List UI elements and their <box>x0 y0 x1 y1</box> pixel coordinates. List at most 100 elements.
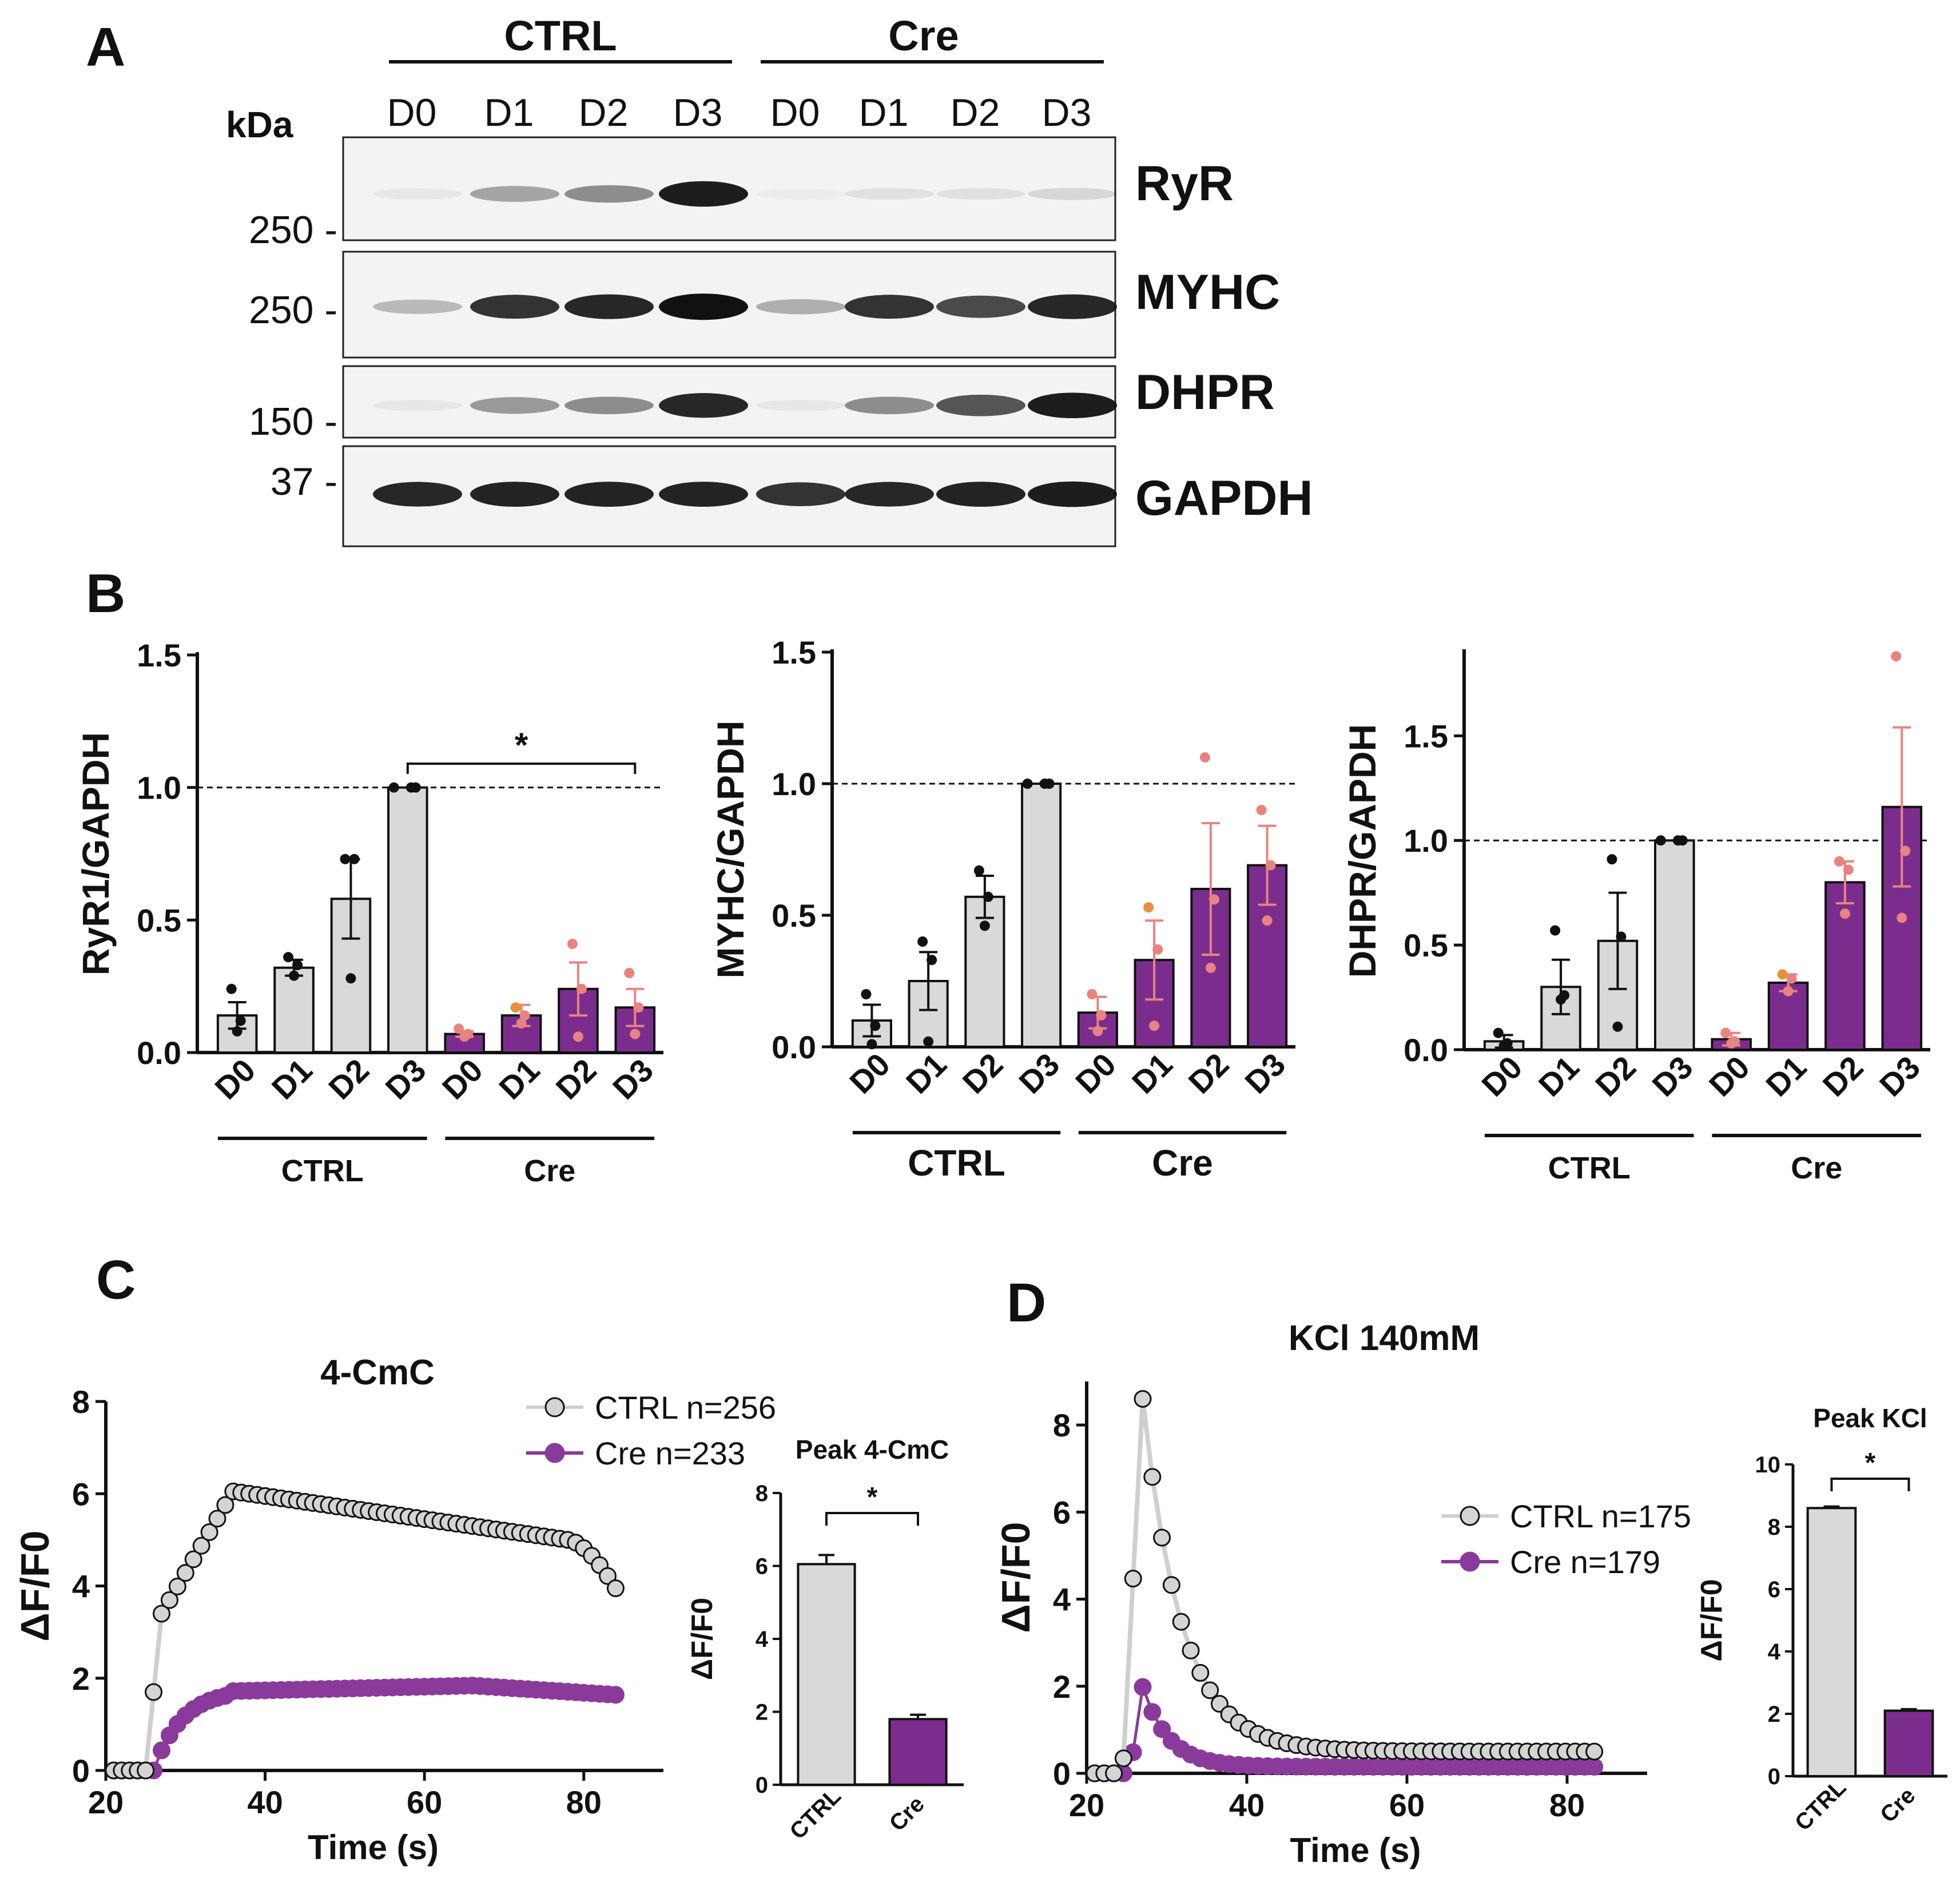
blot-band <box>564 482 654 507</box>
blot-band <box>936 295 1025 318</box>
blot-band <box>564 185 654 203</box>
x-tick-label: D0 <box>208 1052 262 1106</box>
y-tick-label: 4 <box>72 1569 90 1605</box>
x-tick-label: D1 <box>1759 1049 1813 1103</box>
data-point <box>340 853 351 864</box>
blot-lane-label: D3 <box>673 91 723 134</box>
series-marker <box>599 1567 617 1585</box>
x-tick-label: 20 <box>88 1784 124 1820</box>
legend-marker <box>544 1397 565 1418</box>
y-axis-title: ΔF/F0 <box>993 1522 1038 1633</box>
kda-label: kDa <box>226 104 293 145</box>
x-tick-label: D2 <box>1588 1049 1643 1103</box>
data-point <box>1616 931 1627 942</box>
panel-label-c: C <box>96 1249 136 1311</box>
series-marker <box>208 1510 226 1528</box>
blot-lane-label: D1 <box>484 91 534 134</box>
blot-band <box>373 299 462 314</box>
data-point <box>973 865 984 876</box>
blot-band-label: RyR <box>1135 156 1234 211</box>
data-point <box>1199 752 1210 763</box>
series-marker <box>216 1496 234 1514</box>
x-tick-label: Cre <box>1875 1783 1920 1828</box>
chart-title: 4-CmC <box>320 1353 435 1392</box>
y-tick-label: 1.5 <box>137 637 181 673</box>
bar <box>797 1563 856 1786</box>
data-point <box>1149 1021 1160 1031</box>
data-point <box>1208 894 1219 905</box>
bar <box>1824 881 1866 1051</box>
x-axis-title: Time (s) <box>1290 1831 1421 1869</box>
blot-band <box>470 295 559 319</box>
series-marker <box>1134 1389 1152 1408</box>
data-point <box>1022 779 1033 789</box>
blot-band <box>659 393 748 418</box>
y-tick-label: 0 <box>1768 1764 1780 1789</box>
y-axis-title: ΔF/F0 <box>1695 1579 1728 1661</box>
x-tick-label: D0 <box>1068 1046 1123 1101</box>
blot-band <box>936 394 1025 416</box>
significance-bracket <box>406 762 637 774</box>
x-tick-label: D1 <box>1125 1046 1179 1101</box>
series-marker <box>200 1523 218 1541</box>
bar <box>888 1718 948 1786</box>
series-marker <box>160 1591 178 1609</box>
x-tick-label: CTRL <box>785 1784 846 1845</box>
series-marker <box>606 1686 625 1704</box>
y-tick-label: 0.0 <box>772 1029 816 1065</box>
x-tick-label: D3 <box>606 1052 660 1106</box>
series-marker <box>1191 1663 1210 1682</box>
data-point <box>1550 925 1561 936</box>
blot-band <box>659 482 748 507</box>
data-point <box>510 1002 521 1013</box>
y-tick-label: 8 <box>756 1481 768 1506</box>
data-point <box>927 955 937 966</box>
blot-band <box>1028 392 1117 419</box>
legend-label: Cre n=179 <box>1510 1544 1660 1580</box>
x-tick-label: D2 <box>549 1052 603 1106</box>
series-marker <box>606 1579 625 1598</box>
data-point <box>923 1036 934 1047</box>
data-point <box>454 1023 464 1034</box>
x-tick-label: D3 <box>1645 1049 1699 1103</box>
series-marker <box>153 1741 170 1760</box>
series-marker <box>1143 1703 1162 1721</box>
blot-band <box>564 294 654 319</box>
series-marker <box>1585 1742 1604 1761</box>
chart-title: KCl 140mM <box>1289 1319 1480 1358</box>
group-label-ctrl: CTRL <box>1548 1151 1631 1185</box>
series-marker <box>1182 1641 1200 1659</box>
group-label-ctrl: CTRL <box>281 1154 364 1188</box>
series-marker <box>1105 1764 1123 1782</box>
y-axis-title: ΔF/F0 <box>13 1530 57 1641</box>
x-axis-title: Time (s) <box>308 1828 439 1867</box>
bar <box>1883 1709 1934 1778</box>
blot-band <box>756 482 845 506</box>
blot-band <box>564 396 654 415</box>
x-tick-label: D1 <box>265 1052 319 1106</box>
blot-band <box>845 188 934 200</box>
y-tick-label: 1.0 <box>772 766 816 802</box>
blot-band <box>756 400 845 411</box>
series-marker <box>1172 1613 1190 1631</box>
data-point <box>1256 805 1267 815</box>
y-tick-label: 2 <box>1768 1702 1780 1727</box>
data-point <box>226 983 237 994</box>
y-tick-label: 2 <box>72 1661 90 1697</box>
blot-band <box>373 482 462 507</box>
y-tick-label: 8 <box>72 1384 90 1420</box>
series-marker <box>176 1564 194 1582</box>
x-tick-label: CTRL <box>1790 1775 1851 1836</box>
blot-band <box>470 482 559 507</box>
y-axis-title: ΔF/F0 <box>686 1598 719 1680</box>
data-point <box>459 1031 470 1042</box>
legend-label: CTRL n=256 <box>595 1389 776 1426</box>
y-tick-label: 2 <box>1053 1669 1071 1705</box>
group-label-cre: Cre <box>1152 1142 1213 1184</box>
data-point <box>1092 1026 1103 1037</box>
data-point <box>979 920 990 931</box>
series-marker <box>1153 1720 1171 1738</box>
x-tick-label: 40 <box>1229 1787 1265 1823</box>
significance-bracket <box>1830 1478 1910 1491</box>
blot-band <box>373 188 462 200</box>
